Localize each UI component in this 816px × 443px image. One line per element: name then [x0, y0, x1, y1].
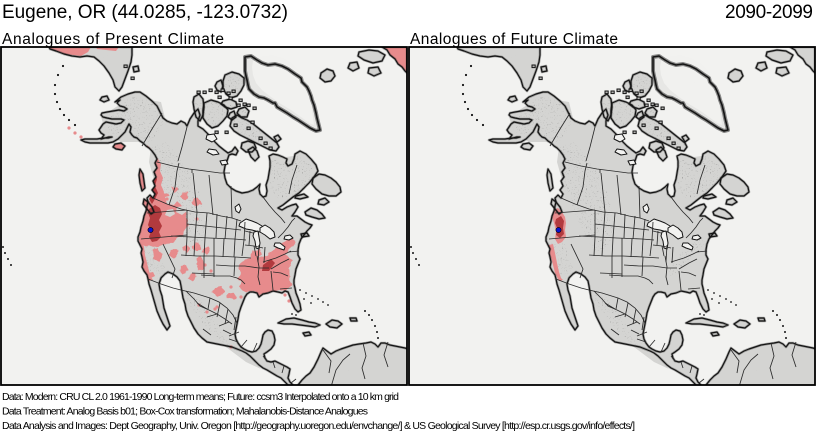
svg-text:Data Treatment: Analog Basis: Data Treatment: Analog Basis b01; Box-Co…	[2, 406, 368, 418]
svg-text:Analogues of Present Climate: Analogues of Present Climate	[2, 31, 224, 48]
svg-text:2090-2099: 2090-2099	[725, 2, 813, 23]
svg-text:Data: Modern: CRU CL 2.0 1961: Data: Modern: CRU CL 2.0 1961-1990 Long-…	[2, 391, 399, 403]
svg-text:Eugene, OR (44.0285, -123.073: Eugene, OR (44.0285, -123.0732)	[2, 2, 288, 23]
svg-text:Analogues of Future Climate: Analogues of Future Climate	[410, 31, 618, 48]
svg-text:Data Analysis and Images: Dep: Data Analysis and Images: Dept Geography…	[2, 420, 635, 432]
